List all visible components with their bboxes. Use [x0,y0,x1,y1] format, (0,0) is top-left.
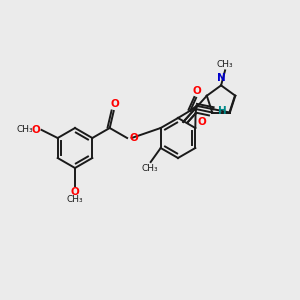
Text: O: O [70,187,80,197]
Text: CH₃: CH₃ [67,195,83,204]
Text: CH₃: CH₃ [217,60,233,69]
Text: N: N [217,74,226,83]
Text: CH₃: CH₃ [16,125,33,134]
Text: H: H [218,106,227,116]
Text: O: O [198,117,206,127]
Text: CH₃: CH₃ [141,164,158,173]
Text: O: O [193,86,202,96]
Text: O: O [129,133,138,143]
Text: O: O [110,99,119,109]
Text: O: O [32,125,40,135]
